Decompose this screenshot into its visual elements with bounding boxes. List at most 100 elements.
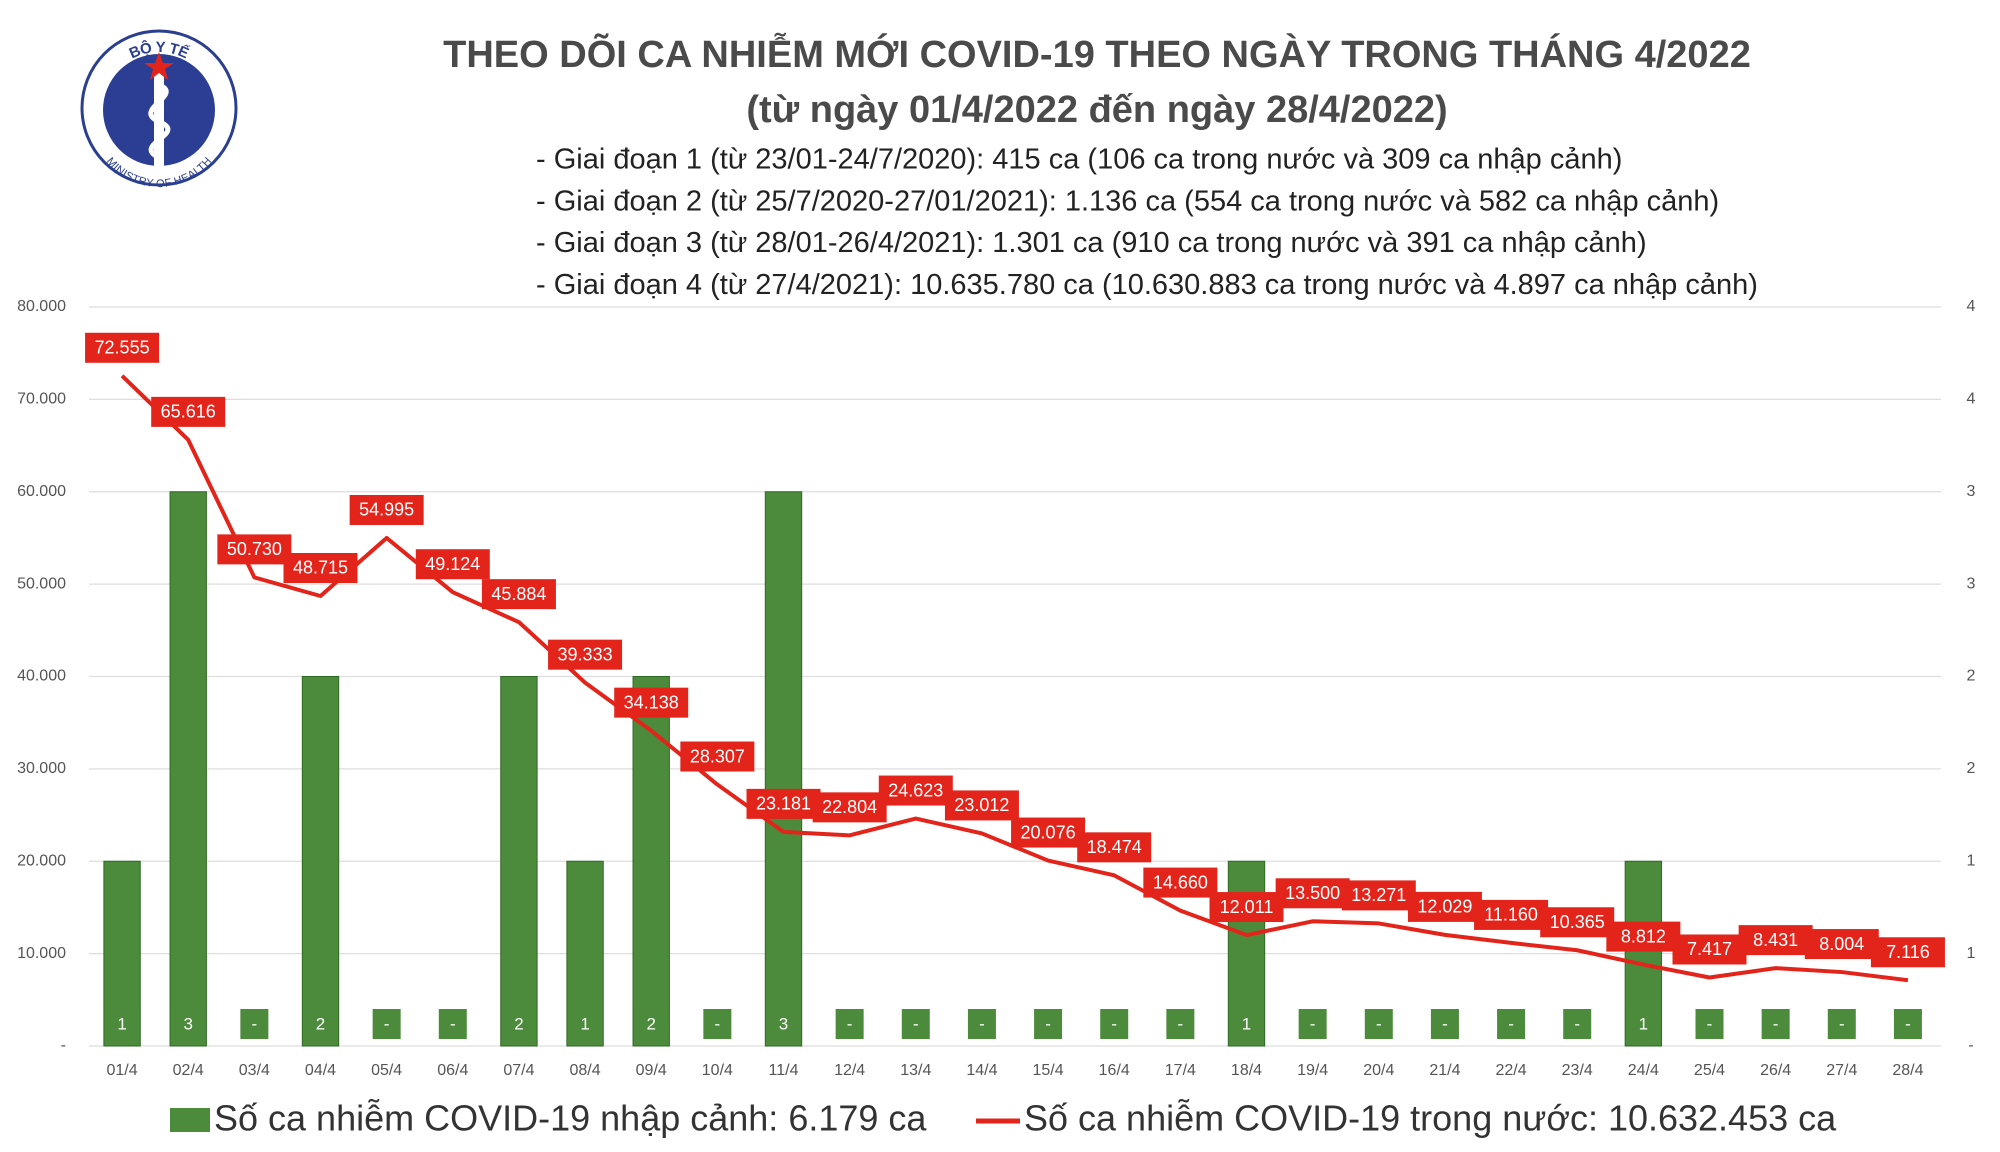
- bar-label-box: [372, 1009, 401, 1039]
- annotation: - Giai đoạn 3 (từ 28/01-26/4/2021): 1.30…: [536, 227, 1647, 259]
- line-label-box: [1407, 891, 1482, 922]
- y2-tick-label: 3: [1967, 575, 1976, 592]
- x-tick-label: 20/4: [1363, 1062, 1394, 1079]
- x-tick-label: 06/4: [437, 1062, 468, 1079]
- annotation: - Giai đoạn 2 (từ 25/7/2020-27/01/2021):…: [536, 185, 1719, 217]
- y-tick-label: 70.000: [17, 391, 66, 408]
- bar-label-box: [1827, 1009, 1856, 1039]
- bar-label-box: [1430, 1009, 1459, 1039]
- bar-label-box: [769, 1009, 798, 1039]
- bar-label: 1: [580, 1014, 589, 1033]
- x-tick-label: 16/4: [1099, 1062, 1130, 1079]
- bar-label: -: [1905, 1014, 1911, 1033]
- bar-label-box: [1232, 1009, 1261, 1039]
- logo: BỘ Y TẾ MINISTRY OF HEALTH: [80, 29, 238, 190]
- bar-label-box: [1893, 1009, 1922, 1039]
- line-label: 13.271: [1351, 885, 1406, 905]
- line-label: 8.004: [1819, 934, 1864, 954]
- y2-tick-label: 4: [1967, 391, 1976, 408]
- bar-label: 1: [1639, 1014, 1648, 1033]
- line-label-box: [1143, 867, 1218, 898]
- line-label: 7.417: [1687, 939, 1732, 959]
- line-label: 22.804: [822, 797, 877, 817]
- bar-label-box: [901, 1009, 930, 1039]
- x-tick-label: 07/4: [503, 1062, 534, 1079]
- bar-label-box: [1629, 1009, 1658, 1039]
- bar-label: -: [252, 1014, 258, 1033]
- x-tick-label: 24/4: [1628, 1062, 1659, 1079]
- bar-label-box: [1034, 1009, 1063, 1039]
- bar-label: -: [1442, 1014, 1448, 1033]
- line-label-box: [1341, 880, 1416, 911]
- x-tick-label: 12/4: [834, 1062, 865, 1079]
- bar-label-box: [240, 1009, 269, 1039]
- bar-label: -: [1508, 1014, 1514, 1033]
- line-label: 13.500: [1285, 883, 1340, 903]
- line-label-box: [415, 549, 490, 580]
- bar-label: -: [450, 1014, 456, 1033]
- line-label-box: [1672, 934, 1747, 965]
- bar: [500, 676, 538, 1047]
- bar-label-box: [1497, 1009, 1526, 1039]
- line-label-box: [1540, 907, 1615, 938]
- x-tick-label: 15/4: [1033, 1062, 1064, 1079]
- y2-tick-label: 2: [1967, 760, 1976, 777]
- line-label: 7.116: [1886, 942, 1930, 962]
- y-tick-label: 30.000: [17, 760, 66, 777]
- line-label: 8.812: [1621, 926, 1666, 946]
- x-tick-label: 25/4: [1694, 1062, 1725, 1079]
- bar: [764, 491, 803, 1047]
- line-label-box: [151, 396, 226, 427]
- bar-label: -: [1376, 1014, 1382, 1033]
- y-tick-label: 50.000: [17, 575, 66, 592]
- y2-tick-label: 4: [1967, 298, 1976, 315]
- bar-label: -: [1574, 1014, 1580, 1033]
- bar-label-box: [1695, 1009, 1724, 1039]
- y2-tick-label: 1: [1967, 852, 1976, 869]
- bar-label-box: [835, 1009, 864, 1039]
- line-label: 23.012: [954, 795, 1009, 815]
- y2-tick-label: -: [1968, 1037, 1973, 1054]
- x-tick-label: 18/4: [1231, 1062, 1262, 1079]
- line-label-box: [1738, 925, 1813, 956]
- line-label-box: [217, 534, 292, 565]
- bar-label: 2: [316, 1014, 325, 1033]
- y-tick-label: 40.000: [17, 668, 66, 685]
- x-tick-label: 10/4: [702, 1062, 733, 1079]
- x-tick-label: 26/4: [1760, 1062, 1791, 1079]
- line-label-box: [283, 552, 358, 583]
- bar-label: 2: [646, 1014, 655, 1033]
- y-tick-label: 10.000: [17, 945, 66, 962]
- x-tick-label: 05/4: [371, 1062, 402, 1079]
- line-label: 54.995: [359, 500, 414, 520]
- bar-label-box: [1166, 1009, 1195, 1039]
- bar-label: 3: [779, 1014, 788, 1033]
- line-label-box: [1474, 899, 1549, 930]
- x-tick-label: 02/4: [173, 1062, 204, 1079]
- line-label: 20.076: [1021, 822, 1076, 842]
- bar-label-box: [438, 1009, 467, 1039]
- x-tick-label: 23/4: [1562, 1062, 1593, 1079]
- line-label-box: [746, 788, 821, 819]
- x-tick-label: 04/4: [305, 1062, 336, 1079]
- x-tick-label: 27/4: [1826, 1062, 1857, 1079]
- bar-label-box: [967, 1009, 996, 1039]
- bar-label-box: [1364, 1009, 1393, 1039]
- bar-label-box: [637, 1009, 666, 1039]
- bar-label: -: [1111, 1014, 1117, 1033]
- line-label: 11.160: [1484, 905, 1538, 925]
- line-label: 18.474: [1087, 837, 1142, 857]
- bar-label: 1: [117, 1014, 126, 1033]
- bar-label-box: [504, 1009, 533, 1039]
- bar-label: 2: [514, 1014, 523, 1033]
- bar-label: -: [1178, 1014, 1184, 1033]
- line-label: 72.555: [95, 338, 150, 358]
- bar-label-box: [174, 1009, 203, 1039]
- line-label: 12.011: [1220, 897, 1274, 917]
- bar-label-box: [108, 1009, 137, 1039]
- line-label-box: [1077, 832, 1152, 863]
- x-tick-label: 08/4: [570, 1062, 601, 1079]
- x-tick-label: 22/4: [1496, 1062, 1527, 1079]
- y2-tick-label: 1: [1967, 945, 1976, 962]
